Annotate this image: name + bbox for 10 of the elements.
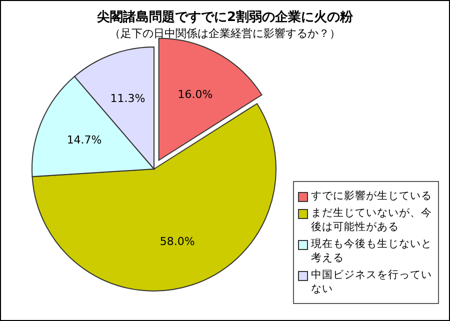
legend-label: まだ生じていないが、今後は可能性がある	[311, 206, 433, 234]
data-label: 16.0%	[178, 88, 213, 101]
chart-title: 尖閣諸島問題ですでに2割弱の企業に火の粉	[96, 9, 354, 25]
legend-label: すでに影響が生じている	[311, 189, 432, 203]
data-label: 11.3%	[110, 92, 146, 106]
legend-label: 現在も今後も生じないと考える	[311, 237, 433, 265]
chart-subtitle: （足下の日中関係は企業経営に影響するか？）	[110, 27, 340, 40]
legend-label: 中国ビジネスを行っていない	[311, 268, 433, 296]
data-label: 58.0%	[160, 234, 195, 248]
data-label: 14.7%	[66, 134, 102, 147]
